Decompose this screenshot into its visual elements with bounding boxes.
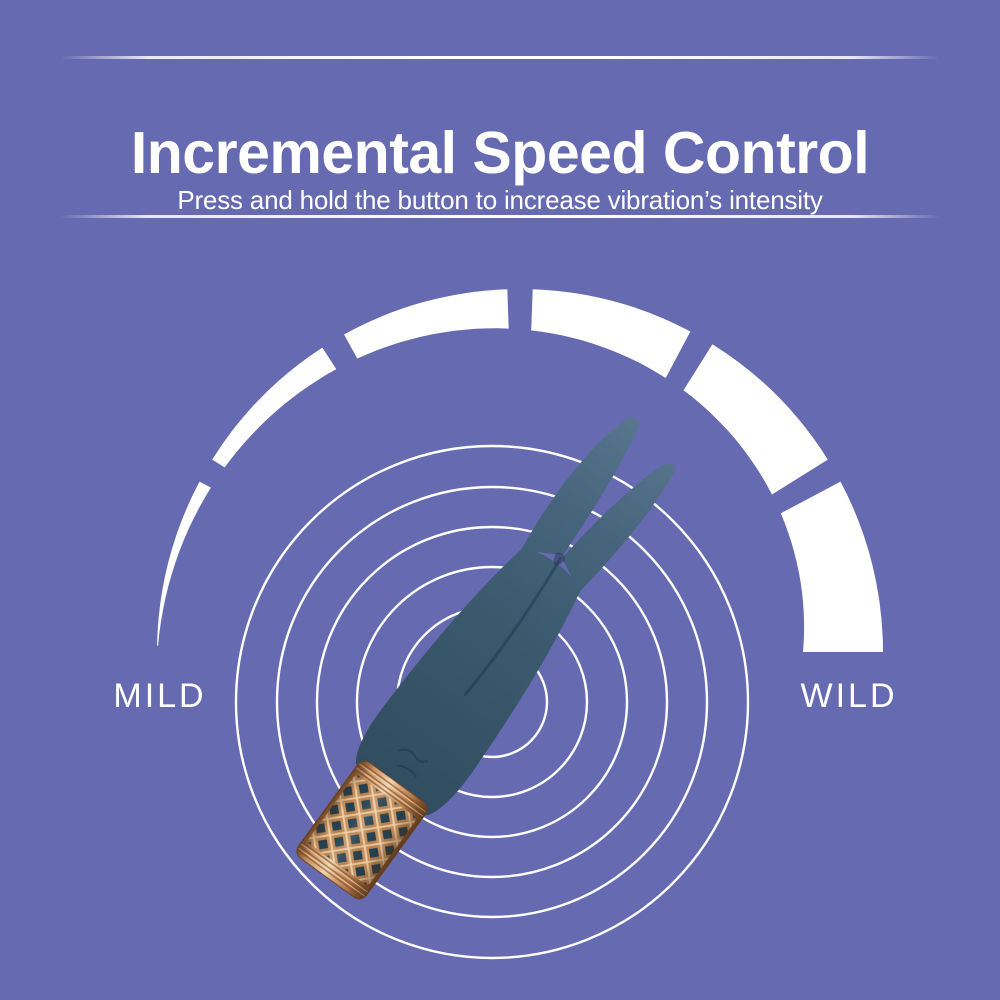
gauge-segment-1 — [157, 481, 211, 646]
gauge-arc-segments — [157, 289, 883, 652]
page-subtitle: Press and hold the button to increase vi… — [177, 185, 823, 215]
gauge-segment-3 — [344, 289, 509, 359]
ripple-circle-4 — [315, 525, 669, 879]
gauge-segment-5 — [683, 344, 828, 495]
cap-cylinder-shading — [296, 761, 428, 899]
product-crease-line — [463, 557, 562, 697]
gauge-segment-2 — [212, 347, 337, 468]
subtitle-divider-line — [60, 215, 940, 218]
gauge-label-mild: MILD — [113, 677, 207, 715]
ripple-circle-5 — [275, 485, 709, 919]
gauge-label-wild: WILD — [800, 677, 898, 715]
product-image — [296, 417, 675, 900]
ripple-circle-3 — [355, 565, 629, 839]
product-cap — [296, 760, 428, 900]
product-prong-right — [562, 463, 675, 593]
page-title: Incremental Speed Control — [130, 119, 870, 186]
gauge-segment-6 — [780, 481, 883, 652]
ripple-circle-6 — [234, 444, 750, 960]
product-engraved-logo — [396, 748, 428, 778]
top-divider-line — [60, 56, 940, 59]
product-prong-left — [520, 417, 639, 555]
gauge-segment-4 — [531, 289, 691, 378]
